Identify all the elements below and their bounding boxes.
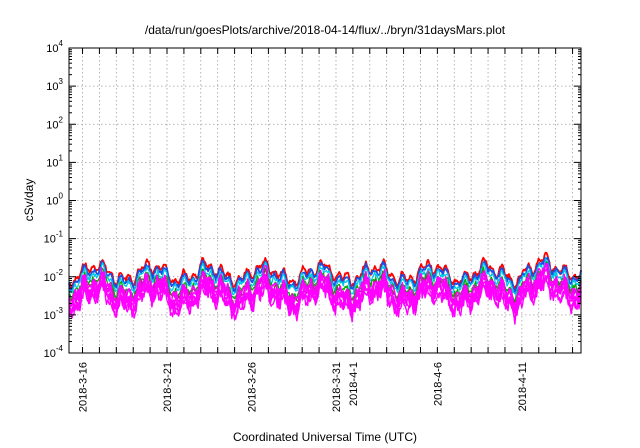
y-tick-label: 102 — [46, 115, 63, 131]
x-tick-label: 2018-3-26 — [246, 362, 258, 412]
series-layer — [68, 251, 582, 325]
y-tick-label: 101 — [46, 153, 63, 169]
y-tick-label: 10-2 — [44, 268, 64, 284]
x-axis-ticks: 2018-3-16 2018-3-21 2018-3-26 2018-3-31 2018… — [78, 48, 574, 412]
series-line — [68, 262, 582, 311]
x-tick-label: 2018-3-21 — [162, 362, 174, 412]
x-tick-label: 2018-3-16 — [78, 362, 90, 412]
y-tick-label: 10-1 — [44, 230, 64, 246]
x-tick-label: 2018-4-1 — [348, 362, 360, 406]
x-tick-label: 2018-4-6 — [432, 362, 444, 406]
x-tick-label: 2018-3-31 — [331, 362, 343, 412]
x-tick-label: 2018-4-11 — [517, 362, 529, 411]
y-tick-label: 104 — [46, 39, 63, 55]
y-tick-label: 10-4 — [44, 344, 64, 360]
y-tick-label: 10-3 — [44, 306, 64, 322]
series-line — [68, 256, 582, 295]
y-axis-label: cSv/day — [22, 179, 36, 222]
y-tick-label: 100 — [46, 192, 63, 208]
series-line — [68, 275, 582, 325]
y-axis-ticks: 10-4 10-3 10-2 10-1 100 101 102 103 104 — [44, 39, 581, 360]
y-tick-label: 103 — [46, 77, 63, 93]
chart-title: /data/run/goesPlots/archive/2018-04-14/f… — [145, 23, 506, 37]
x-axis-label: Coordinated Universal Time (UTC) — [233, 430, 417, 444]
grid — [69, 48, 581, 353]
